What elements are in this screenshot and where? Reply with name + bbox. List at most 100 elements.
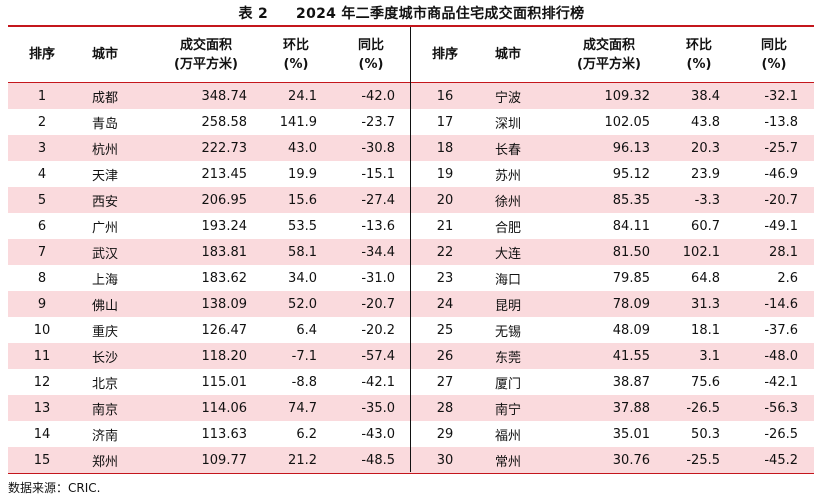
- yoy-cell: -34.4: [331, 239, 411, 265]
- area-cell: 38.87: [612, 374, 650, 390]
- table-row: 6 广州 193.24 53.5 -13.6: [8, 213, 411, 239]
- city-cell: 青岛: [92, 116, 119, 132]
- rank-cell: 23: [436, 270, 454, 286]
- area-cell: 206.95: [151, 187, 261, 213]
- table-row: 18 长春 96.13 20.3 -25.7: [411, 135, 814, 161]
- area-cell: 78.09: [554, 291, 664, 317]
- city-cell: 厦门: [495, 376, 522, 392]
- table-row: 15 郑州 109.77 21.2 -48.5: [8, 447, 411, 473]
- yoy-cell: -31.0: [361, 270, 395, 286]
- header-yoy: 同比 (%): [331, 27, 411, 83]
- yoy-cell: -26.5: [764, 426, 798, 442]
- city-cell: 南宁: [479, 395, 554, 421]
- qoq-cell: 50.3: [691, 426, 720, 442]
- rank-cell: 25: [436, 322, 454, 338]
- qoq-cell: 58.1: [261, 239, 331, 265]
- qoq-cell: 21.2: [261, 447, 331, 473]
- area-cell: 48.09: [612, 322, 650, 338]
- header-qoq: 环比 (%): [664, 27, 734, 83]
- header-rank: 排序: [411, 27, 479, 83]
- area-cell: 118.20: [151, 343, 261, 369]
- rank-cell: 27: [436, 374, 454, 390]
- city-cell: 徐州: [479, 187, 554, 213]
- rank-cell: 16: [411, 82, 479, 109]
- yoy-cell: -57.4: [331, 343, 411, 369]
- area-cell: 35.01: [612, 426, 650, 442]
- yoy-cell: -30.8: [331, 135, 411, 161]
- qoq-cell: 23.9: [691, 166, 720, 182]
- area-cell: 114.06: [151, 395, 261, 421]
- table-row: 13 南京 114.06 74.7 -35.0: [8, 395, 411, 421]
- qoq-cell: 102.1: [664, 239, 734, 265]
- table-row: 5 西安 206.95 15.6 -27.4: [8, 187, 411, 213]
- table-row: 29 福州 35.01 50.3 -26.5: [411, 421, 814, 447]
- qoq-cell: 3.1: [664, 343, 734, 369]
- header-area-line1: 成交面积: [582, 37, 635, 53]
- header-yoy-line2: (%): [761, 56, 787, 72]
- yoy-cell: -48.5: [331, 447, 411, 473]
- rank-cell: 3: [8, 135, 76, 161]
- table-caption: 表 2 2024 年二季度城市商品住宅成交面积排行榜: [0, 3, 823, 23]
- city-cell: 无锡: [495, 324, 522, 340]
- city-cell: 长春: [479, 135, 554, 161]
- qoq-cell: -26.5: [664, 395, 734, 421]
- city-cell: 北京: [92, 376, 119, 392]
- qoq-cell: 43.0: [261, 135, 331, 161]
- yoy-cell: -37.6: [764, 322, 798, 338]
- city-cell: 济南: [92, 428, 119, 444]
- table-row: 8 上海 183.62 34.0 -31.0: [8, 265, 411, 291]
- area-cell: 115.01: [201, 374, 248, 390]
- yoy-cell: 2.6: [777, 270, 798, 286]
- qoq-cell: -7.1: [261, 343, 331, 369]
- table-row: 23 海口 79.85 64.8 2.6: [411, 265, 814, 291]
- rank-cell: 8: [37, 270, 47, 286]
- area-cell: 113.63: [201, 426, 248, 442]
- rank-cell: 24: [411, 291, 479, 317]
- rank-cell: 26: [411, 343, 479, 369]
- table-row: 12 北京 115.01 -8.8 -42.1: [8, 369, 411, 395]
- qoq-cell: 53.5: [288, 218, 317, 234]
- header-yoy: 同比 (%): [734, 27, 814, 83]
- city-cell: 广州: [92, 220, 119, 236]
- table-row: 28 南宁 37.88 -26.5 -56.3: [411, 395, 814, 421]
- qoq-cell: 43.8: [691, 114, 720, 130]
- yoy-cell: -56.3: [734, 395, 814, 421]
- table-number: 表 2: [238, 6, 269, 22]
- table-row: 20 徐州 85.35 -3.3 -20.7: [411, 187, 814, 213]
- city-cell: 常州: [479, 447, 554, 473]
- table-row: 19 苏州 95.12 23.9 -46.9: [411, 161, 814, 187]
- table-row: 16 宁波 109.32 38.4 -32.1: [411, 82, 814, 109]
- yoy-cell: -42.1: [361, 374, 395, 390]
- qoq-cell: 75.6: [691, 374, 720, 390]
- rank-cell: 1: [8, 82, 76, 109]
- header-qoq-line1: 环比: [282, 37, 309, 53]
- header-qoq-line2: (%): [686, 56, 712, 72]
- rank-cell: 14: [33, 426, 51, 442]
- header-row: 排序 城市 成交面积 (万平方米) 环比 (%) 同比 (%): [411, 27, 814, 83]
- table-row: 3 杭州 222.73 43.0 -30.8: [8, 135, 411, 161]
- yoy-cell: -13.8: [764, 114, 798, 130]
- city-cell: 东莞: [479, 343, 554, 369]
- qoq-cell: -25.5: [664, 447, 734, 473]
- rank-cell: 11: [8, 343, 76, 369]
- yoy-cell: -46.9: [764, 166, 798, 182]
- rank-cell: 30: [411, 447, 479, 473]
- city-cell: 合肥: [495, 220, 522, 236]
- table-row: 30 常州 30.76 -25.5 -45.2: [411, 447, 814, 473]
- area-cell: 79.85: [612, 270, 650, 286]
- area-cell: 348.74: [151, 82, 261, 109]
- yoy-cell: -20.7: [734, 187, 814, 213]
- city-cell: 苏州: [495, 168, 522, 184]
- rank-cell: 5: [8, 187, 76, 213]
- rank-cell: 29: [436, 426, 454, 442]
- rank-cell: 2: [37, 114, 47, 130]
- header-qoq-line2: (%): [283, 56, 309, 72]
- area-cell: 126.47: [201, 322, 248, 338]
- yoy-cell: -45.2: [734, 447, 814, 473]
- qoq-cell: 24.1: [261, 82, 331, 109]
- table-row: 9 佛山 138.09 52.0 -20.7: [8, 291, 411, 317]
- area-cell: 193.24: [201, 218, 248, 234]
- area-cell: 109.77: [151, 447, 261, 473]
- qoq-cell: -8.8: [291, 374, 317, 390]
- rank-cell: 15: [8, 447, 76, 473]
